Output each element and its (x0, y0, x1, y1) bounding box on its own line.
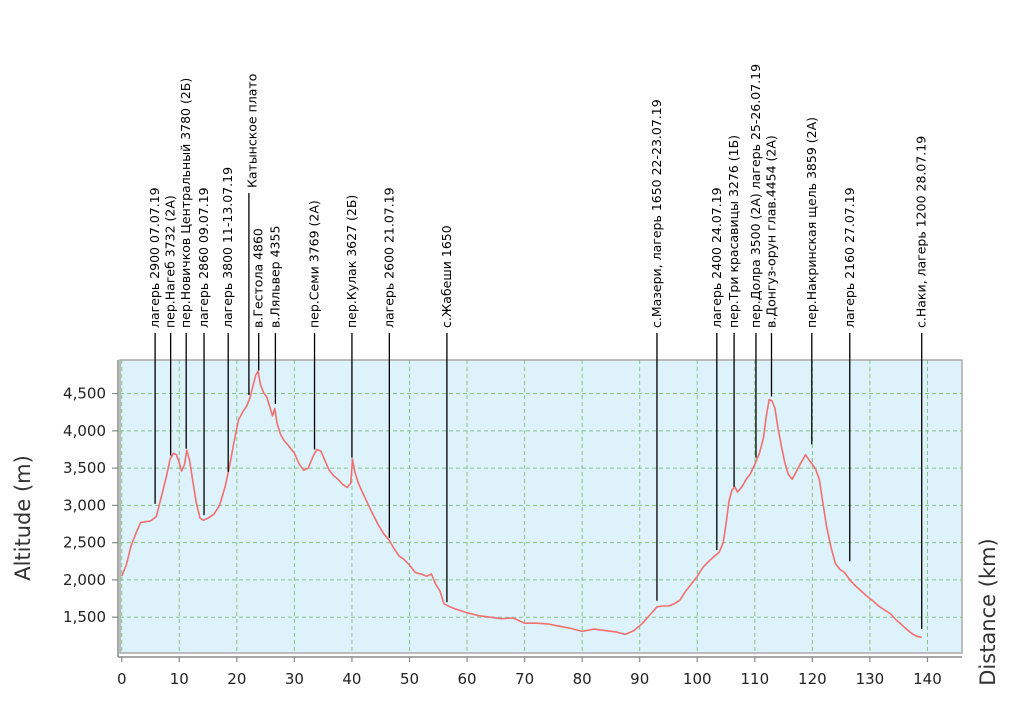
annotation-label: лагерь 2600 21.07.19 (381, 187, 396, 328)
x-tick-label: 110 (740, 670, 769, 688)
annotation-label: в.Донгуз-орун глав.4454 (2А) (764, 135, 779, 328)
x-tick-label: 70 (515, 670, 534, 688)
x-tick-label: 80 (573, 670, 592, 688)
annotations: лагерь 2900 07.07.19 пер.Нагеб 3732 (2А) п… (147, 64, 929, 630)
x-tick-label: 50 (400, 670, 419, 688)
x-tick-label: 40 (342, 670, 361, 688)
x-tick-label: 30 (285, 670, 304, 688)
annotation-label: в.Ляльвер 4355 (267, 226, 282, 328)
axis-titles: Altitude (m) Distance (km) (11, 455, 1000, 686)
annotation-label: в.Гестола 4860 (251, 228, 266, 328)
annotation-label: пер.Долра 3500 (2А) лагерь 25-26.07.19 (748, 64, 763, 328)
annotation-label: пер.Семи 3769 (2А) (307, 200, 322, 328)
annotation-label: лагерь 2160 27.07.19 (842, 187, 857, 328)
y-tick-label: 2,000 (63, 571, 106, 589)
plot-background (119, 359, 963, 654)
y-axis-title: Altitude (m) (11, 455, 35, 581)
annotation-label: пер.Новичков Центральный 3780 (2Б) (178, 78, 193, 328)
x-tick-label: 60 (457, 670, 476, 688)
x-tick-label: 90 (630, 670, 649, 688)
axes: 0 10 20 30 40 50 60 70 80 90 100 110 120 130 140 1,500 2… (63, 360, 962, 688)
x-tick-label: 0 (117, 670, 127, 688)
altitude-series (120, 370, 922, 639)
annotation-label: Катынское плато (244, 74, 259, 188)
annotation-label: с.Мазери, лагерь 1650 22-23.07.19 (649, 99, 664, 328)
altitude-line (120, 370, 922, 639)
y-tick-label: 3,000 (63, 496, 106, 514)
annotation-label: пер.Нагеб 3732 (2А) (163, 195, 178, 328)
y-tick-label: 3,500 (63, 459, 106, 477)
y-tick-label: 4,500 (63, 385, 106, 403)
annotation-label: пер.Накринская щель 3859 (2А) (804, 117, 819, 328)
annotation-label: лагерь 2860 09.07.19 (196, 187, 211, 328)
x-tick-label: 140 (913, 670, 942, 688)
annotation-label: с.Наки, лагерь 1200 28.07.19 (914, 136, 929, 328)
x-tick-label: 130 (856, 670, 885, 688)
annotation-label: с.Жабеши 1650 (439, 225, 454, 328)
annotation-label: лагерь 2900 07.07.19 (147, 187, 162, 328)
annotation-label: лагерь 2400 24.07.19 (709, 187, 724, 328)
gridlines (120, 360, 962, 653)
annotation-label: лагерь 3800 11-13.07.19 (220, 167, 235, 328)
x-axis-title: Distance (km) (976, 538, 1000, 686)
x-tick-label: 10 (170, 670, 189, 688)
y-tick-label: 2,500 (63, 534, 106, 552)
x-tick-label: 120 (798, 670, 827, 688)
y-tick-label: 4,000 (63, 422, 106, 440)
x-tick-label: 20 (227, 670, 246, 688)
y-tick-label: 1,500 (63, 608, 106, 626)
annotation-label: пер.Кулак 3627 (2Б) (344, 195, 359, 328)
x-tick-label: 100 (683, 670, 712, 688)
annotation-label: пер.Три красавицы 3276 (1Б) (726, 135, 741, 328)
